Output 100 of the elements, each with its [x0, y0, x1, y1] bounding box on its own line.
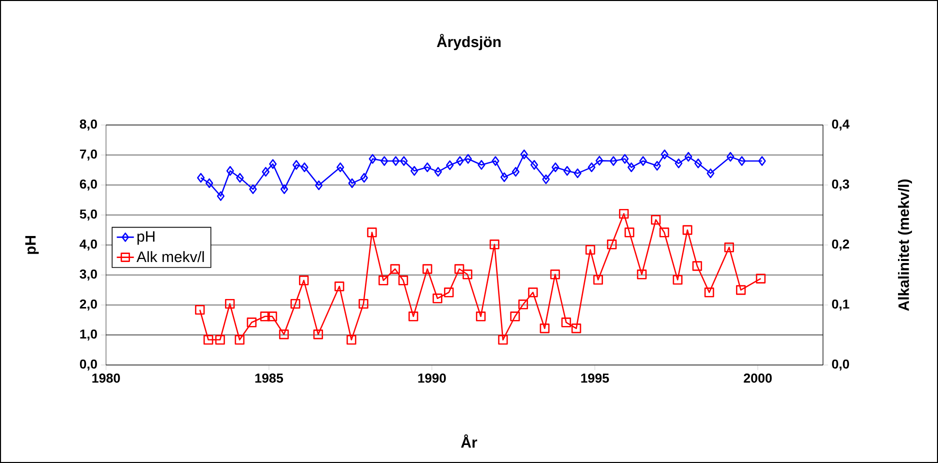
point	[563, 166, 571, 176]
point	[593, 274, 603, 285]
point	[298, 276, 309, 286]
point	[380, 156, 388, 166]
point	[756, 274, 766, 284]
point	[684, 152, 692, 162]
y-tick-label: 4,0	[80, 239, 97, 251]
point	[203, 334, 214, 345]
point	[336, 162, 344, 172]
point	[368, 154, 376, 164]
point	[234, 334, 244, 345]
y-tick-label: 7,0	[80, 149, 97, 161]
point	[639, 156, 647, 166]
point	[476, 312, 486, 322]
y-tick-label: 0,0	[80, 359, 97, 371]
y2-tick-label: 0,1	[832, 299, 850, 311]
x-tick-label: 2000	[744, 374, 772, 383]
chart-title: Årydsjön	[436, 34, 501, 50]
point	[408, 312, 418, 322]
point	[398, 276, 408, 286]
point	[596, 156, 604, 166]
point	[246, 318, 257, 328]
point	[724, 242, 734, 252]
point	[292, 160, 300, 170]
point	[462, 270, 472, 280]
point	[500, 172, 508, 182]
point	[215, 334, 225, 345]
y-tick-label: 2,0	[80, 299, 97, 311]
x-tick-label: 1990	[418, 374, 446, 383]
point	[682, 225, 692, 235]
point	[392, 156, 400, 166]
point	[390, 264, 400, 274]
y-tick-label: 8,0	[80, 119, 97, 131]
point	[236, 172, 244, 183]
point	[518, 300, 528, 310]
point	[588, 162, 596, 172]
point	[758, 156, 766, 166]
point	[520, 150, 528, 160]
x-tick-label: 1995	[581, 374, 609, 383]
point	[367, 228, 377, 238]
point	[432, 294, 442, 304]
y2-axis-title: Alkalinitet (mekv/l)	[898, 179, 912, 311]
point	[410, 166, 418, 176]
y-tick-label: 6,0	[80, 179, 97, 191]
x-axis-title: År	[461, 434, 478, 448]
x-tick-label: 1985	[255, 374, 284, 383]
y2-tick-label: 0,3	[832, 179, 850, 191]
point	[619, 208, 629, 219]
point	[422, 264, 432, 274]
point	[260, 312, 270, 322]
point	[269, 159, 277, 169]
point	[574, 168, 582, 178]
point	[490, 240, 500, 250]
point	[510, 312, 520, 322]
point	[358, 298, 368, 309]
y-tick-label: 5,0	[80, 209, 97, 221]
point	[653, 160, 661, 171]
point	[300, 162, 308, 172]
point	[650, 214, 661, 225]
point	[571, 324, 582, 334]
point	[346, 334, 356, 345]
point	[542, 174, 550, 184]
point	[334, 282, 344, 292]
point	[456, 156, 464, 166]
point	[249, 184, 257, 194]
point	[197, 172, 205, 183]
point	[267, 312, 278, 322]
point	[348, 178, 356, 188]
point	[636, 270, 647, 280]
point	[621, 154, 629, 164]
point	[492, 156, 500, 166]
point	[628, 162, 636, 172]
point	[530, 160, 538, 170]
point	[313, 330, 324, 340]
point	[225, 298, 235, 309]
point	[262, 166, 270, 177]
point	[206, 178, 214, 188]
point	[400, 156, 408, 166]
point	[280, 184, 288, 194]
legend-label: Alk mekv/l	[136, 251, 204, 262]
point	[706, 168, 714, 178]
point	[226, 166, 234, 176]
point	[606, 240, 617, 250]
legend-label: pH	[137, 231, 154, 245]
point	[279, 330, 289, 340]
point	[561, 318, 572, 328]
point	[512, 166, 520, 177]
point	[694, 158, 702, 168]
point	[674, 158, 682, 168]
point	[446, 160, 454, 170]
point	[315, 180, 323, 190]
y2-tick-label: 0,4	[832, 119, 850, 131]
point	[360, 172, 368, 183]
point	[434, 166, 442, 177]
point	[704, 288, 714, 298]
point	[478, 160, 486, 170]
point	[672, 274, 682, 285]
point	[738, 156, 746, 166]
point	[424, 162, 432, 172]
point	[659, 228, 670, 238]
